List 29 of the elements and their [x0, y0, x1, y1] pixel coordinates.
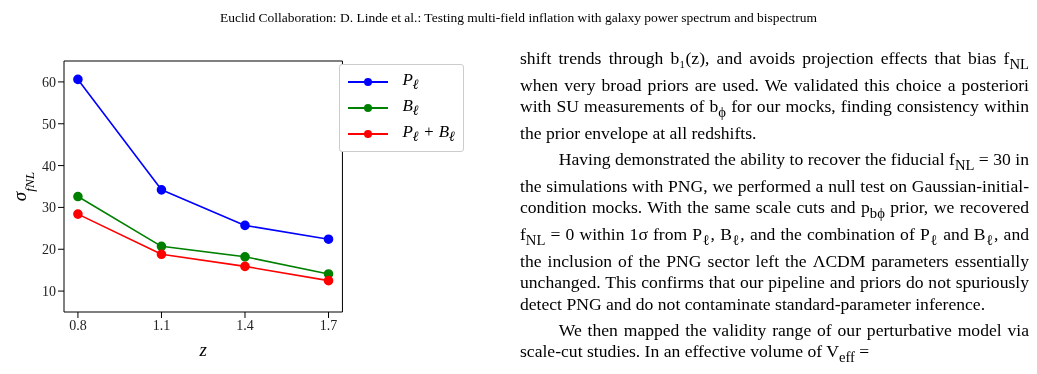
point: [156, 185, 167, 195]
x-tick-label: 1.4: [236, 317, 254, 333]
text: Having demonstrated the ability to recover the fiducial f$_{NL}$ = 30 in the simulations with PNG, we performed a null test on Gaussian-initial-condition mocks. With the same scale cuts and p$_{bϕ}$ prior, we recovered f$_{NL}$ = 0 within 1σ from P$_{ℓ}$, B$_{ℓ}$, and the combination of P$_{ℓ}$ and B$_{ℓ}$, and the inclusion of the PNG sector left the ΛCDM parameters essentially unchanged. This confirms that our pipeline and priors do not spuriously detect PNG and do not contaminate standard-parameter inference.: [520, 149, 1029, 314]
point: [73, 191, 83, 202]
text: Euclid Collaboration: D. Linde et al.: Testing multi-field inflation with galaxy power spectrum and bispectrum: [218, 10, 819, 26]
point: [240, 220, 250, 231]
x-axis-title: z: [198, 339, 208, 360]
legend-label: B$_{ℓ}$: [402, 96, 419, 120]
y-tick-label: 20: [42, 242, 56, 258]
legend-label: P$_{ℓ}$: [402, 70, 419, 94]
point: [323, 275, 334, 286]
point: [240, 261, 250, 272]
y-tick-label: 60: [42, 74, 56, 90]
text: shift trends through b₁(z), and avoids projection effects that bias f$_{NL}$ when very broad priors are used. We validated this choice a posteriori with SU measurements of b$_{ϕ}$ for our mocks, finding consistency within the prior envelope at all redshifts.: [520, 48, 1029, 145]
point: [73, 74, 83, 85]
x-tick-label: 0.8: [69, 317, 87, 333]
point: [323, 234, 334, 245]
point: [156, 249, 167, 260]
text: We then mapped the validity range of our perturbative model via scale-cut studies. In an effective volume of V$_{eff}$ =: [520, 319, 1029, 367]
y-tick-label: 10: [42, 284, 56, 300]
x-tick-label: 1.7: [319, 317, 338, 333]
point: [156, 241, 167, 252]
y-tick-label: 40: [42, 158, 56, 174]
x-tick-label: 1.1: [152, 317, 171, 333]
point: [240, 251, 250, 262]
y-tick-label: 30: [42, 200, 56, 216]
legend-label: P$_{ℓ}$ + B$_{ℓ}$: [402, 122, 455, 146]
point: [73, 209, 83, 219]
y-tick-label: 50: [42, 116, 56, 132]
